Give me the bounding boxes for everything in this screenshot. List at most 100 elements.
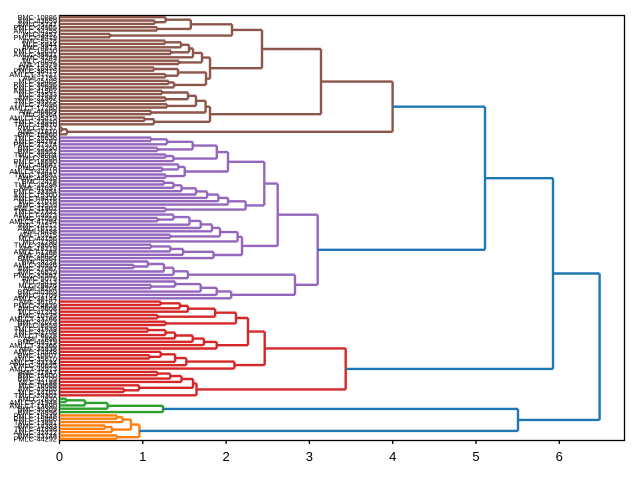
svg-text:TMLC-28636: TMLC-28636 xyxy=(14,134,57,143)
svg-text:TMLC-39608: TMLC-39608 xyxy=(14,241,57,250)
svg-text:BMC-2478: BMC-2478 xyxy=(22,177,57,186)
svg-text:MLC-33533: MLC-33533 xyxy=(18,90,57,99)
svg-text:BMC-10607: BMC-10607 xyxy=(18,351,57,360)
svg-text:BMC-30309: BMC-30309 xyxy=(18,405,57,414)
svg-text:MLC-27076: MLC-27076 xyxy=(18,197,57,206)
svg-text:AMLCT-13690: AMLCT-13690 xyxy=(9,401,57,410)
svg-text:MLC-41243: MLC-41243 xyxy=(18,308,57,317)
svg-text:AMLC-34255: AMLC-34255 xyxy=(13,27,57,36)
svg-text:PMLC-15630: PMLC-15630 xyxy=(13,47,57,56)
svg-text:AMLCT-43134: AMLCT-43134 xyxy=(9,358,57,367)
svg-text:AMC-49488: AMC-49488 xyxy=(18,385,57,394)
svg-text:BMC-40369: BMC-40369 xyxy=(18,288,57,297)
svg-text:BMC-40964: BMC-40964 xyxy=(18,254,57,263)
svg-text:AML-10915: AML-10915 xyxy=(19,231,57,240)
svg-text:2: 2 xyxy=(222,449,229,464)
svg-text:TMLC-39375: TMLC-39375 xyxy=(14,97,57,106)
svg-text:MLC-1790: MLC-1790 xyxy=(22,237,57,246)
svg-text:PMLC-38415: PMLC-38415 xyxy=(13,67,57,76)
svg-text:AML-34838: AML-34838 xyxy=(19,344,57,353)
svg-text:AMLC-38821: AMLC-38821 xyxy=(13,50,57,59)
svg-text:AMLCT-47294: AMLCT-47294 xyxy=(9,217,57,226)
svg-text:AMC-26829: AMC-26829 xyxy=(18,267,57,276)
svg-text:AML-41037: AML-41037 xyxy=(19,184,57,193)
svg-text:AMC-10735: AMC-10735 xyxy=(18,311,57,320)
svg-text:AML-18219: AML-18219 xyxy=(19,244,57,253)
svg-text:PMLC-32557: PMLC-32557 xyxy=(13,271,57,280)
svg-text:AML-46809: AML-46809 xyxy=(19,107,57,116)
svg-text:AMLC-38144: AMLC-38144 xyxy=(13,294,57,303)
svg-text:AMLC-15300: AMLC-15300 xyxy=(13,190,57,199)
svg-text:BMC-10886: BMC-10886 xyxy=(18,13,57,22)
svg-text:AMLCT-43410: AMLCT-43410 xyxy=(9,167,57,176)
svg-text:AMC-11810: AMC-11810 xyxy=(18,127,57,136)
svg-text:AMC-27087: AMC-27087 xyxy=(18,264,57,273)
svg-text:BMC-15600: BMC-15600 xyxy=(18,371,57,380)
svg-text:TMLC-19870: TMLC-19870 xyxy=(14,120,57,129)
svg-text:TMLC-19651: TMLC-19651 xyxy=(14,170,57,179)
svg-text:AMLCT-9476: AMLCT-9476 xyxy=(13,194,57,203)
svg-text:BMC-32073: BMC-32073 xyxy=(18,318,57,327)
svg-text:TMLC-41898: TMLC-41898 xyxy=(14,425,57,434)
svg-text:AMC-16122: AMC-16122 xyxy=(18,224,57,233)
svg-text:PMLC-29419: PMLC-29419 xyxy=(13,33,57,42)
svg-text:MLC-29876: MLC-29876 xyxy=(18,281,57,290)
svg-text:PMLC-15866: PMLC-15866 xyxy=(13,415,57,424)
svg-text:BMC-11947: BMC-11947 xyxy=(18,368,57,377)
svg-text:BMC-42709: BMC-42709 xyxy=(18,375,57,384)
svg-text:3: 3 xyxy=(306,449,313,464)
svg-text:TMLC-24302: TMLC-24302 xyxy=(14,391,57,400)
svg-text:MLC-5413: MLC-5413 xyxy=(22,277,57,286)
svg-text:AMC-10453: AMC-10453 xyxy=(18,63,57,72)
svg-text:MLC-25405: MLC-25405 xyxy=(18,77,57,86)
svg-text:AMLCT-32366: AMLCT-32366 xyxy=(9,341,57,350)
svg-text:MLC-14101: MLC-14101 xyxy=(18,388,57,397)
svg-text:BMC-39952: BMC-39952 xyxy=(18,147,57,156)
svg-text:BMC-24896: BMC-24896 xyxy=(18,408,57,417)
svg-text:PMLC-46625: PMLC-46625 xyxy=(13,361,57,370)
svg-text:AMC-24512: AMC-24512 xyxy=(18,221,57,230)
svg-text:AMLCT-9973: AMLCT-9973 xyxy=(13,211,57,220)
svg-text:TMLC-24295: TMLC-24295 xyxy=(14,180,57,189)
svg-text:AMC-4249: AMC-4249 xyxy=(22,53,57,62)
svg-text:AMC-5079: AMC-5079 xyxy=(22,274,57,283)
svg-text:BMC-9224: BMC-9224 xyxy=(22,257,57,266)
svg-text:TMLC-31539: TMLC-31539 xyxy=(14,324,57,333)
svg-text:PMLC-36896: PMLC-36896 xyxy=(13,80,57,89)
svg-text:TMLC-13891: TMLC-13891 xyxy=(14,418,57,427)
svg-text:PMLC-24829: PMLC-24829 xyxy=(13,301,57,310)
svg-text:PMLC-15448: PMLC-15448 xyxy=(13,411,57,420)
svg-text:AML-19979: AML-19979 xyxy=(19,60,57,69)
svg-text:5: 5 xyxy=(472,449,479,464)
svg-text:TMLC-23510: TMLC-23510 xyxy=(14,117,57,126)
svg-text:AMLCT-35419: AMLCT-35419 xyxy=(9,114,57,123)
svg-text:PMLC-44292: PMLC-44292 xyxy=(13,435,57,444)
svg-text:PMLC-37986: PMLC-37986 xyxy=(13,83,57,92)
svg-text:MLC-41188: MLC-41188 xyxy=(19,378,57,387)
svg-text:AML-28456: AML-28456 xyxy=(19,251,57,260)
svg-text:AMC-33539: AMC-33539 xyxy=(18,201,57,210)
svg-text:AMC-4873: AMC-4873 xyxy=(22,43,57,52)
svg-text:0: 0 xyxy=(56,449,63,464)
svg-text:BMC-49519: BMC-49519 xyxy=(18,338,57,347)
svg-text:PMLC-8737: PMLC-8737 xyxy=(18,124,57,133)
svg-text:AMC-21587: AMC-21587 xyxy=(18,93,57,102)
svg-text:TMLC-46681: TMLC-46681 xyxy=(14,160,57,169)
svg-text:PMLC-11902: PMLC-11902 xyxy=(14,204,57,213)
svg-text:PMLC-8559: PMLC-8559 xyxy=(18,321,57,330)
svg-text:PMLC-24965: PMLC-24965 xyxy=(13,23,57,32)
svg-text:1: 1 xyxy=(139,449,146,464)
svg-text:AMLCT-1268: AMLCT-1268 xyxy=(13,247,57,256)
svg-text:PMLC-4976: PMLC-4976 xyxy=(18,164,57,173)
svg-text:TMLC-5506: TMLC-5506 xyxy=(18,154,57,163)
svg-text:AMLC-5608: AMLC-5608 xyxy=(18,304,57,313)
svg-text:AMC-43659: AMC-43659 xyxy=(18,16,57,25)
svg-text:BMC-10960: BMC-10960 xyxy=(18,130,57,139)
svg-text:AML-36167: AML-36167 xyxy=(19,298,57,307)
svg-text:BMC-14393: BMC-14393 xyxy=(18,421,57,430)
svg-text:MLC-4052: MLC-4052 xyxy=(22,57,57,66)
svg-text:AMLC-14448: AMLC-14448 xyxy=(13,348,57,357)
svg-text:AMLC-44792: AMLC-44792 xyxy=(13,137,57,146)
svg-text:AMLCT-17280: AMLCT-17280 xyxy=(9,103,57,112)
svg-text:AMLC-30926: AMLC-30926 xyxy=(13,261,57,270)
